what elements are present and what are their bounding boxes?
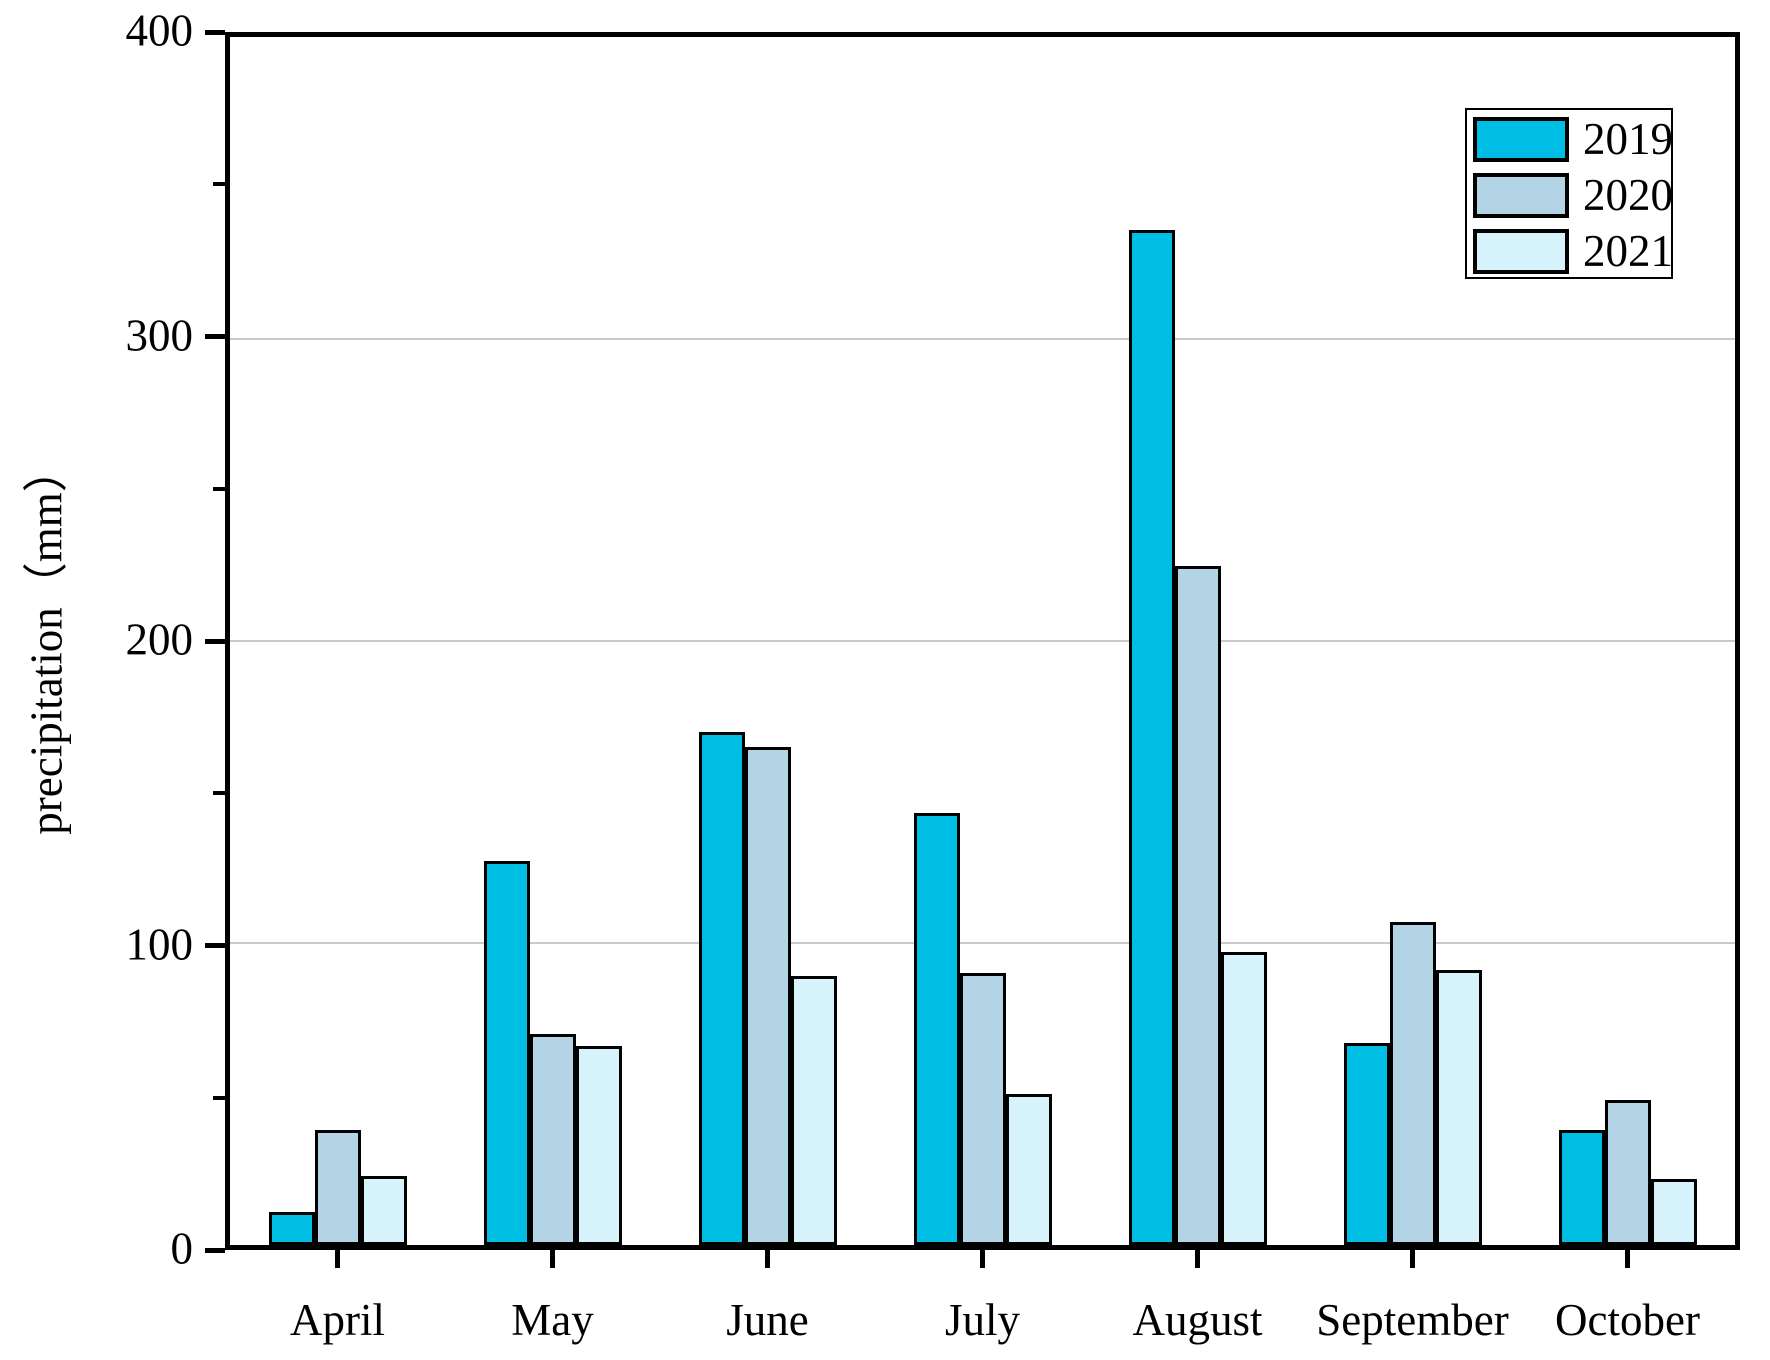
x-tick-october	[1625, 1250, 1630, 1268]
legend-color-swatch-2021	[1473, 229, 1569, 274]
bar-april-2021	[360, 1175, 407, 1245]
y-minor-tick-350	[213, 182, 225, 187]
y-tick-100	[205, 943, 225, 948]
legend-color-swatch-2020	[1473, 173, 1569, 218]
x-tick-september	[1410, 1250, 1415, 1268]
y-tick-label-200: 200	[125, 614, 194, 665]
bar-april-2020	[314, 1130, 361, 1245]
bar-may-2021	[575, 1045, 622, 1245]
bar-july-2019	[913, 813, 960, 1245]
x-category-label-september: September	[1316, 1295, 1509, 1345]
bar-may-2020	[529, 1033, 576, 1245]
gridline-100	[230, 942, 1735, 944]
legend-label-2020: 2020	[1583, 170, 1673, 220]
x-tick-april	[335, 1250, 340, 1268]
x-category-label-august: August	[1132, 1295, 1263, 1345]
bar-october-2019	[1558, 1130, 1605, 1245]
y-minor-tick-150	[213, 791, 225, 796]
legend-item-2019: 2019	[1473, 114, 1673, 164]
y-minor-tick-50	[213, 1095, 225, 1100]
legend: 2019 2020 2021	[1465, 108, 1673, 279]
x-tick-july	[980, 1250, 985, 1268]
legend-label-2019: 2019	[1583, 114, 1673, 164]
x-category-label-october: October	[1555, 1295, 1700, 1345]
bar-june-2021	[790, 976, 837, 1245]
y-axis-title: precipitation（mm）	[21, 447, 72, 835]
x-tick-august	[1195, 1250, 1200, 1268]
gridline-300	[230, 338, 1735, 340]
bar-september-2020	[1389, 921, 1436, 1245]
bar-april-2019	[268, 1211, 315, 1245]
x-category-label-june: June	[726, 1295, 809, 1345]
bar-september-2021	[1435, 970, 1482, 1245]
y-minor-tick-250	[213, 486, 225, 491]
x-category-label-july: July	[944, 1295, 1021, 1345]
bar-august-2021	[1220, 952, 1267, 1245]
bar-may-2019	[483, 861, 530, 1245]
y-tick-label-300: 300	[125, 310, 194, 361]
bar-july-2020	[959, 973, 1006, 1245]
y-tick-400	[205, 29, 225, 35]
y-tick-200	[205, 638, 225, 644]
bar-july-2021	[1005, 1094, 1052, 1245]
bar-october-2021	[1650, 1178, 1697, 1245]
bar-june-2019	[698, 731, 745, 1245]
y-tick-label-0: 0	[170, 1223, 194, 1274]
y-tick-300	[205, 334, 225, 339]
bar-october-2020	[1604, 1100, 1651, 1245]
legend-label-2021: 2021	[1583, 226, 1673, 276]
y-tick-label-400: 400	[125, 5, 194, 56]
plot-inner	[230, 37, 1735, 1245]
bar-august-2020	[1174, 565, 1221, 1245]
x-category-label-may: May	[511, 1295, 594, 1345]
bar-august-2019	[1128, 230, 1175, 1245]
y-tick-0	[205, 1247, 225, 1253]
x-tick-june	[765, 1250, 770, 1268]
legend-item-2020: 2020	[1473, 170, 1673, 220]
x-tick-may	[550, 1250, 555, 1268]
legend-item-2021: 2021	[1473, 226, 1673, 276]
gridline-200	[230, 640, 1735, 642]
legend-color-swatch-2019	[1473, 117, 1569, 162]
y-tick-label-100: 100	[125, 919, 194, 970]
bar-september-2019	[1343, 1042, 1390, 1245]
bar-june-2020	[744, 746, 791, 1245]
x-category-label-april: April	[290, 1295, 385, 1345]
